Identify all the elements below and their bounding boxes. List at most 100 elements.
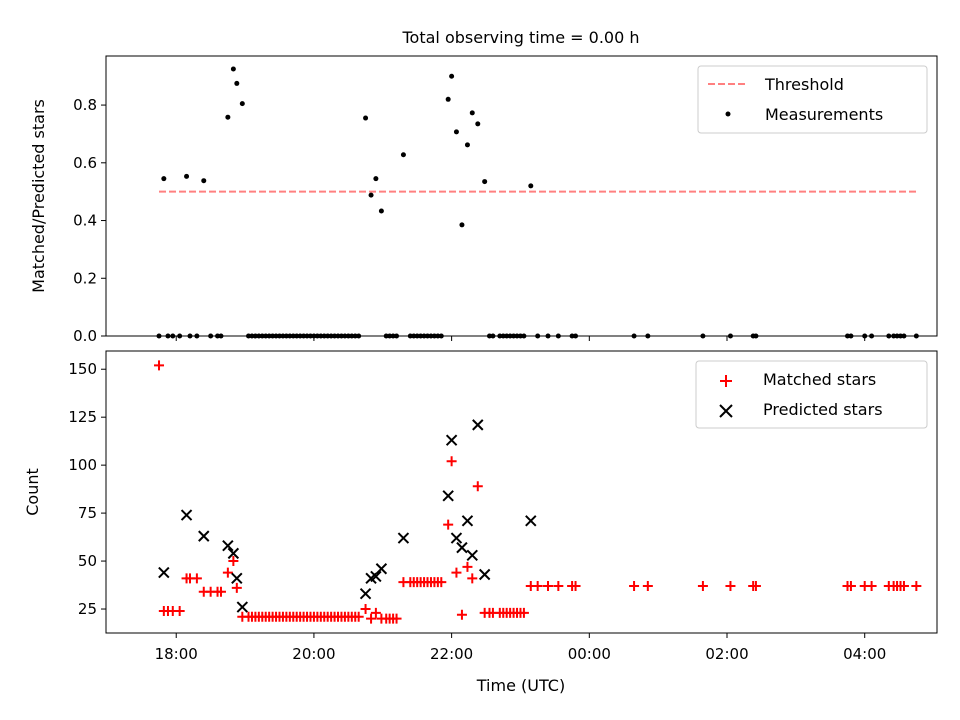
ratio-panel-legend: Threshold Measurements bbox=[697, 65, 928, 134]
count-panel-legend: Matched stars Predicted stars bbox=[695, 360, 928, 429]
x-tick-label: 18:00 bbox=[155, 645, 198, 663]
matched-point bbox=[462, 561, 473, 572]
predicted-point bbox=[359, 587, 372, 600]
matched-point bbox=[370, 607, 381, 618]
predicted-point bbox=[158, 566, 170, 579]
measurement-point bbox=[453, 129, 459, 135]
y-tick-label: 0.0 bbox=[73, 327, 97, 345]
ratio-legend-threshold-label: Threshold bbox=[764, 75, 844, 94]
count-legend-matched-swatch bbox=[720, 375, 732, 387]
predicted-point bbox=[236, 601, 249, 613]
y-tick-label: 75 bbox=[78, 504, 97, 522]
y-tick-label: 125 bbox=[68, 408, 97, 426]
measurement-point bbox=[184, 173, 190, 179]
predicted-point bbox=[466, 549, 478, 562]
predicted-point bbox=[227, 547, 240, 560]
x-axis-label: Time (UTC) bbox=[476, 676, 565, 695]
matched-point bbox=[697, 581, 708, 591]
predicted-point bbox=[525, 515, 537, 527]
matched-point bbox=[898, 581, 909, 591]
measurement-point bbox=[378, 208, 384, 214]
measurement-point bbox=[449, 73, 455, 79]
y-tick-label: 50 bbox=[78, 552, 97, 570]
matched-point bbox=[231, 582, 242, 593]
matched-point bbox=[553, 581, 564, 591]
ratio-panel-frame bbox=[105, 55, 938, 337]
matched-point bbox=[629, 581, 640, 591]
measurement-point bbox=[469, 110, 475, 116]
ratio-legend-measurements-label: Measurements bbox=[765, 105, 883, 124]
count-panel: 25 50 75 100 125 150 18:00 20:00 22:00 00:00 02:0… bbox=[23, 350, 938, 695]
count-panel-marks bbox=[154, 360, 922, 624]
matched-point bbox=[451, 567, 462, 578]
ratio-panel-y-label: Matched/Predicted stars bbox=[29, 99, 48, 293]
y-tick-label: 0.8 bbox=[73, 96, 97, 114]
count-legend-predicted-swatch bbox=[719, 404, 733, 418]
predicted-point bbox=[198, 530, 210, 542]
ratio-panel: 0.00.20.40.60.8 Matched/Predicted stars … bbox=[29, 55, 938, 345]
count-legend-box bbox=[695, 360, 928, 429]
y-tick-label: 100 bbox=[68, 456, 97, 474]
matched-point bbox=[467, 573, 478, 584]
measurement-point bbox=[230, 66, 236, 72]
measurement-point bbox=[225, 114, 231, 120]
count-legend-matched-label: Matched stars bbox=[763, 370, 876, 389]
y-tick-label: 150 bbox=[68, 360, 97, 378]
matched-point bbox=[543, 581, 554, 591]
x-tick-label: 20:00 bbox=[292, 645, 335, 663]
measurement-point bbox=[368, 192, 374, 198]
measurement-point bbox=[239, 101, 245, 107]
count-panel-y-label: Count bbox=[23, 468, 42, 516]
measurement-point bbox=[528, 183, 534, 189]
measurement-point bbox=[400, 152, 406, 158]
predicted-point bbox=[397, 532, 410, 544]
predicted-point bbox=[222, 540, 234, 552]
ratio-panel-y-ticks: 0.0 0.2 0.4 0.6 0.8 bbox=[73, 96, 106, 345]
matched-point bbox=[446, 456, 457, 467]
matched-point bbox=[866, 581, 877, 591]
y-tick-label: 0.2 bbox=[73, 269, 97, 287]
y-tick-label: 0.4 bbox=[73, 212, 97, 230]
matched-point bbox=[222, 567, 233, 578]
matched-point bbox=[642, 581, 653, 591]
matched-point bbox=[174, 605, 185, 616]
x-tick-label: 04:00 bbox=[843, 645, 886, 663]
matched-point bbox=[532, 581, 543, 591]
measurement-point bbox=[445, 96, 451, 102]
count-panel-x-ticks: 18:00 20:00 22:00 00:00 02:00 04:00 bbox=[155, 633, 886, 663]
matched-point bbox=[436, 577, 447, 588]
predicted-point bbox=[180, 509, 193, 521]
predicted-point bbox=[450, 532, 463, 544]
measurement-point bbox=[459, 222, 465, 228]
measurement-point bbox=[201, 178, 207, 184]
matched-point bbox=[228, 556, 239, 567]
count-legend-predicted-label: Predicted stars bbox=[763, 400, 883, 419]
matched-point bbox=[366, 613, 377, 624]
predicted-point bbox=[231, 572, 243, 585]
predicted-point bbox=[375, 563, 388, 575]
measurement-point bbox=[482, 179, 488, 185]
measurement-point bbox=[464, 142, 470, 148]
count-panel-y-ticks: 25 50 75 100 125 150 bbox=[68, 360, 106, 618]
ratio-legend-box bbox=[697, 65, 928, 134]
matched-point bbox=[391, 613, 402, 624]
predicted-point bbox=[456, 541, 468, 554]
y-tick-label: 25 bbox=[78, 600, 97, 618]
measurement-point bbox=[234, 80, 240, 86]
matched-point bbox=[570, 581, 581, 591]
matched-point bbox=[911, 581, 922, 591]
matched-point bbox=[472, 481, 483, 492]
figure-title: Total observing time = 0.00 h bbox=[401, 28, 639, 47]
predicted-point bbox=[442, 490, 454, 502]
measurement-point bbox=[363, 115, 369, 121]
matched-point bbox=[191, 573, 202, 584]
matched-point bbox=[456, 609, 467, 620]
x-tick-label: 02:00 bbox=[705, 645, 748, 663]
predicted-point bbox=[370, 570, 382, 583]
matched-point bbox=[518, 607, 529, 618]
matched-point bbox=[154, 360, 165, 371]
measurement-point bbox=[373, 176, 379, 182]
x-tick-label: 00:00 bbox=[568, 645, 611, 663]
measurement-point bbox=[475, 121, 481, 127]
